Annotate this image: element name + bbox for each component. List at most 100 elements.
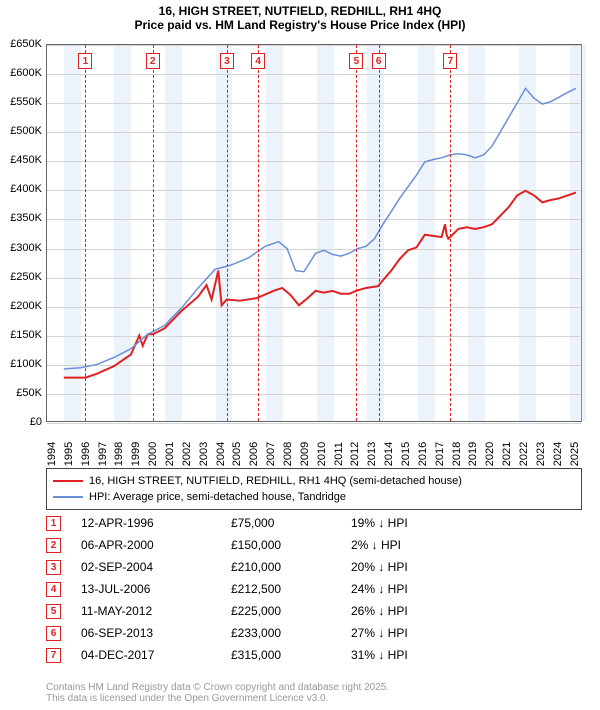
x-tick-label: 2008 <box>282 442 294 466</box>
x-tick-label: 2025 <box>569 442 581 466</box>
event-marker: 3 <box>220 53 234 69</box>
event-row-price: £225,000 <box>231 604 331 618</box>
event-line <box>227 45 228 421</box>
x-tick-label: 2002 <box>181 442 193 466</box>
event-row-diff: 24% ↓ HPI <box>351 582 471 596</box>
event-row-date: 13-JUL-2006 <box>81 582 211 596</box>
event-line <box>450 45 451 421</box>
y-tick-label: £350K <box>10 212 42 224</box>
series-price_paid <box>64 191 576 378</box>
x-tick-label: 2023 <box>535 442 547 466</box>
y-axis-labels: £0£50K£100K£150K£200K£250K£300K£350K£400… <box>0 44 44 422</box>
event-row-price: £233,000 <box>231 626 331 640</box>
footer-line-2: This data is licensed under the Open Gov… <box>46 693 389 704</box>
x-tick-label: 2020 <box>484 442 496 466</box>
event-row: 4 13-JUL-2006 £212,500 24% ↓ HPI <box>46 578 582 600</box>
x-tick-label: 1994 <box>46 442 58 466</box>
legend-swatch <box>53 496 83 498</box>
event-marker: 2 <box>146 53 160 69</box>
x-tick-label: 2005 <box>231 442 243 466</box>
event-row: 2 06-APR-2000 £150,000 2% ↓ HPI <box>46 534 582 556</box>
event-row-diff: 31% ↓ HPI <box>351 648 471 662</box>
event-line <box>379 45 380 421</box>
event-row: 6 06-SEP-2013 £233,000 27% ↓ HPI <box>46 622 582 644</box>
x-tick-label: 1997 <box>97 442 109 466</box>
event-row-date: 04-DEC-2017 <box>81 648 211 662</box>
chart-legend: 16, HIGH STREET, NUTFIELD, REDHILL, RH1 … <box>46 468 582 510</box>
footer-attribution: Contains HM Land Registry data © Crown c… <box>46 682 389 704</box>
event-marker: 1 <box>78 53 92 69</box>
y-tick-label: £400K <box>10 183 42 195</box>
event-row-number: 6 <box>46 626 61 641</box>
x-tick-label: 2015 <box>400 442 412 466</box>
x-tick-label: 2014 <box>383 442 395 466</box>
y-tick-label: £500K <box>10 125 42 137</box>
event-row-price: £210,000 <box>231 560 331 574</box>
x-tick-label: 2016 <box>417 442 429 466</box>
chart-plot-area: 1234567 <box>46 44 582 422</box>
legend-label: HPI: Average price, semi-detached house,… <box>89 491 346 503</box>
event-row-diff: 2% ↓ HPI <box>351 538 471 552</box>
x-tick-label: 2011 <box>333 442 345 466</box>
event-row-diff: 27% ↓ HPI <box>351 626 471 640</box>
event-row-number: 2 <box>46 538 61 553</box>
x-tick-label: 2001 <box>164 442 176 466</box>
y-tick-label: £450K <box>10 154 42 166</box>
x-tick-label: 2007 <box>265 442 277 466</box>
legend-item: HPI: Average price, semi-detached house,… <box>53 489 575 505</box>
footer-line-1: Contains HM Land Registry data © Crown c… <box>46 682 389 693</box>
y-tick-label: £300K <box>10 242 42 254</box>
title-line-1: 16, HIGH STREET, NUTFIELD, REDHILL, RH1 … <box>0 4 600 18</box>
x-tick-label: 2021 <box>501 442 513 466</box>
y-tick-label: £550K <box>10 96 42 108</box>
event-row-price: £150,000 <box>231 538 331 552</box>
event-row-number: 4 <box>46 582 61 597</box>
legend-swatch <box>53 480 83 482</box>
chart-title: 16, HIGH STREET, NUTFIELD, REDHILL, RH1 … <box>0 0 600 34</box>
x-tick-label: 2010 <box>316 442 328 466</box>
title-line-2: Price paid vs. HM Land Registry's House … <box>0 18 600 32</box>
x-tick-label: 1998 <box>113 442 125 466</box>
x-tick-label: 2017 <box>434 442 446 466</box>
x-tick-label: 2004 <box>215 442 227 466</box>
event-row-date: 02-SEP-2004 <box>81 560 211 574</box>
x-tick-label: 2013 <box>366 442 378 466</box>
event-marker: 7 <box>443 53 457 69</box>
x-tick-label: 2019 <box>467 442 479 466</box>
event-row-number: 3 <box>46 560 61 575</box>
event-marker: 4 <box>251 53 265 69</box>
x-tick-label: 2006 <box>248 442 260 466</box>
legend-label: 16, HIGH STREET, NUTFIELD, REDHILL, RH1 … <box>89 475 462 487</box>
event-marker: 5 <box>349 53 363 69</box>
event-row-number: 7 <box>46 648 61 663</box>
event-row-number: 1 <box>46 516 61 531</box>
x-tick-label: 1995 <box>63 442 75 466</box>
event-row: 112-APR-1996£75,00019% ↓ HPI <box>46 512 582 534</box>
y-tick-label: £650K <box>10 38 42 50</box>
x-tick-label: 2024 <box>552 442 564 466</box>
event-row-date: 06-SEP-2013 <box>81 626 211 640</box>
event-row-date: 11-MAY-2012 <box>81 604 211 618</box>
events-table: 112-APR-1996£75,00019% ↓ HPI 2 06-APR-2000… <box>46 512 582 666</box>
y-tick-label: £150K <box>10 329 42 341</box>
y-tick-label: £50K <box>16 387 42 399</box>
y-tick-label: £100K <box>10 358 42 370</box>
series-hpi <box>64 88 576 369</box>
legend-item: 16, HIGH STREET, NUTFIELD, REDHILL, RH1 … <box>53 473 575 489</box>
y-tick-label: £600K <box>10 67 42 79</box>
event-row-diff: 20% ↓ HPI <box>351 560 471 574</box>
event-row-diff: 19% ↓ HPI <box>351 516 471 530</box>
event-row: 5 11-MAY-2012 £225,000 26% ↓ HPI <box>46 600 582 622</box>
y-tick-label: £0 <box>30 416 42 428</box>
event-row-price: £212,500 <box>231 582 331 596</box>
y-tick-label: £250K <box>10 271 42 283</box>
x-tick-label: 2022 <box>518 442 530 466</box>
x-tick-label: 2003 <box>198 442 210 466</box>
x-tick-label: 2018 <box>451 442 463 466</box>
x-tick-label: 1999 <box>130 442 142 466</box>
chart-svg <box>47 45 581 421</box>
event-row-diff: 26% ↓ HPI <box>351 604 471 618</box>
event-row: 704-DEC-2017£315,00031% ↓ HPI <box>46 644 582 666</box>
event-row-number: 5 <box>46 604 61 619</box>
event-row-date: 06-APR-2000 <box>81 538 211 552</box>
